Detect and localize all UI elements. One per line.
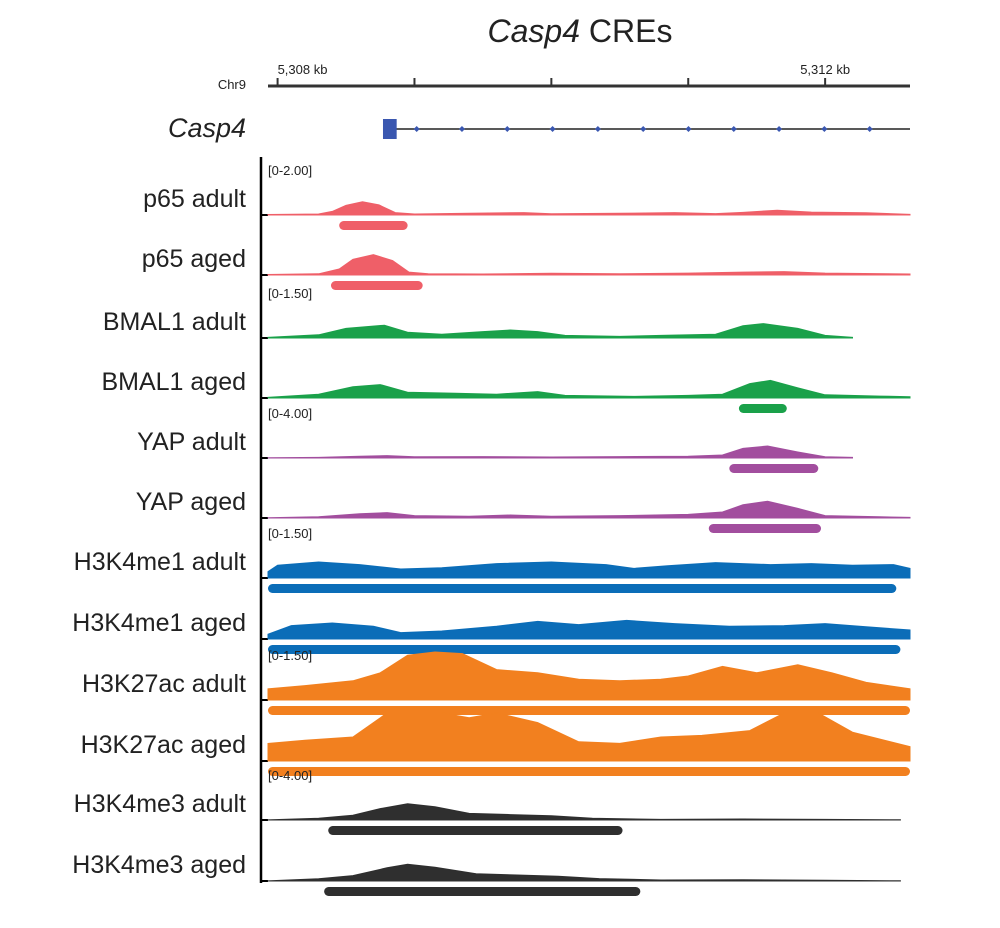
track-label: H3K4me3 aged — [72, 851, 246, 879]
track-peak-bar — [729, 464, 819, 473]
track-peak-bar — [738, 404, 787, 413]
gene-strand-arrow-icon — [821, 126, 828, 132]
track-label: H3K4me1 aged — [72, 609, 246, 637]
track: p65 aged — [142, 245, 911, 290]
gene-strand-arrow-icon — [549, 126, 556, 132]
track-signal-area — [267, 500, 911, 519]
track-scale-label: [0-4.00] — [268, 768, 312, 783]
gene-strand-arrow-icon — [640, 126, 647, 132]
track: p65 adult [0-2.00] — [143, 163, 911, 230]
track: H3K27ac adult [0-1.50] — [82, 648, 911, 715]
gene-strand-arrow-icon — [776, 126, 783, 132]
gene-model — [382, 119, 910, 139]
track-signal-area — [267, 803, 901, 821]
track-signal-area — [267, 445, 853, 459]
track-peak-bar — [268, 767, 910, 776]
gene-strand-arrow-icon — [413, 126, 420, 132]
gene-strand-arrow-icon — [730, 126, 737, 132]
track-signal-area — [267, 254, 911, 276]
track-signal-area — [267, 863, 901, 882]
track-signal-area — [267, 619, 911, 640]
track: H3K4me1 aged — [72, 609, 911, 654]
gene-strand-arrow-icon — [458, 126, 465, 132]
track-label: H3K4me3 adult — [74, 790, 246, 818]
axis-tick-label: 5,308 kb — [278, 62, 328, 77]
track-scale-label: [0-2.00] — [268, 163, 312, 178]
track-peak-bar — [328, 826, 623, 835]
axis-tick-label: 5,312 kb — [800, 62, 850, 77]
track-label: p65 aged — [142, 245, 246, 273]
gene-strand-arrow-icon — [866, 126, 873, 132]
chromosome-label: Chr9 — [218, 77, 246, 92]
track: YAP adult [0-4.00] — [137, 406, 853, 473]
title-gene: Casp4 — [488, 13, 581, 49]
title-suffix: CREs — [580, 13, 672, 49]
track-label: YAP aged — [136, 488, 246, 516]
track: H3K4me1 adult [0-1.50] — [74, 526, 911, 593]
track-label: H3K27ac adult — [82, 670, 246, 698]
track-peak-bar — [330, 281, 423, 290]
track-signal-area — [267, 651, 911, 701]
gene-strand-arrow-icon — [685, 126, 692, 132]
gene-strand-arrow-icon — [504, 126, 511, 132]
genome-axis: 5,308 kb 5,312 kb — [268, 62, 910, 88]
track-label: BMAL1 adult — [103, 308, 246, 336]
track-scale-label: [0-4.00] — [268, 406, 312, 421]
track-signal-area — [267, 561, 911, 579]
track-peak-bar — [339, 221, 408, 230]
track-peak-bar — [268, 645, 901, 654]
gene-label: Casp4 — [168, 113, 246, 143]
track: H3K4me3 adult [0-4.00] — [74, 768, 901, 835]
track-scale-label: [0-1.50] — [268, 648, 312, 663]
track-peak-bar — [268, 584, 897, 593]
track-label: H3K27ac aged — [81, 731, 246, 759]
track-scale-label: [0-1.50] — [268, 526, 312, 541]
track: H3K27ac aged — [81, 712, 911, 776]
track: H3K4me3 aged — [72, 851, 901, 896]
track: BMAL1 aged — [101, 368, 911, 413]
gene-exon — [382, 119, 397, 139]
track-label: YAP adult — [137, 428, 246, 456]
track-signal-area — [267, 712, 911, 762]
track-scale-label: [0-1.50] — [268, 286, 312, 301]
track-peak-bar — [324, 887, 641, 896]
track-signal-area — [267, 201, 911, 216]
gene-strand-arrow-icon — [594, 126, 601, 132]
track-label: H3K4me1 adult — [74, 548, 246, 576]
track-peak-bar — [708, 524, 822, 533]
track-signal-area — [267, 323, 853, 339]
track-label: BMAL1 aged — [101, 368, 246, 396]
track-signal-area — [267, 379, 911, 399]
track: BMAL1 adult [0-1.50] — [103, 286, 853, 339]
track: YAP aged — [136, 488, 911, 533]
track-stack: p65 adult [0-2.00] p65 aged BMAL1 adult [0-1… — [72, 163, 911, 896]
track-label: p65 adult — [143, 185, 246, 213]
figure-title: Casp4 CREs — [488, 13, 673, 49]
